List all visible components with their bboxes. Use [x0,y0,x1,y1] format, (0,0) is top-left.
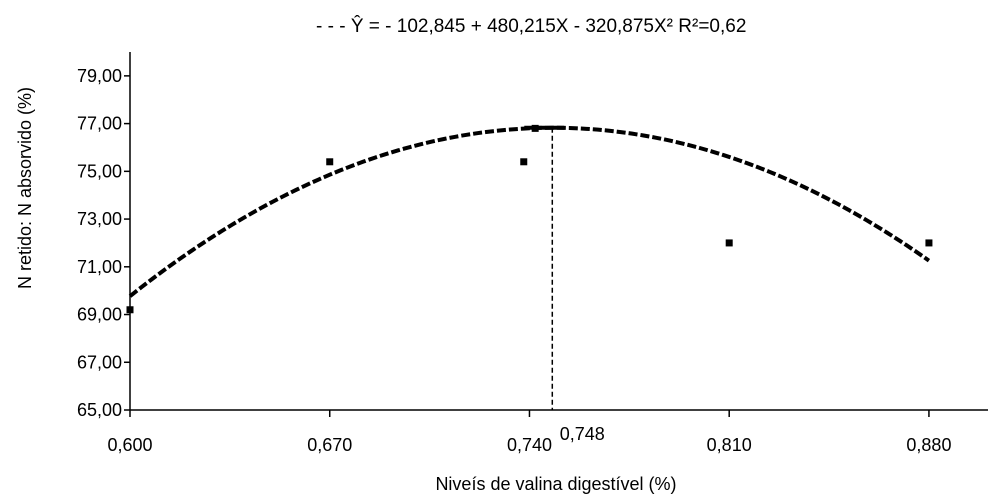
y-tick-label: 69,00 [77,305,122,325]
y-tick-label: 67,00 [77,352,122,372]
x-tick-label: 0,880 [906,435,951,455]
y-tick-label: 75,00 [77,161,122,181]
y-tick-label: 79,00 [77,66,122,86]
data-point [126,306,134,314]
data-points [126,124,933,314]
y-tick-label: 77,00 [77,114,122,134]
x-tick-label: 0,670 [307,435,352,455]
y-tick-label: 71,00 [77,257,122,277]
regression-curve [128,125,931,298]
plot-area: 65,00 67,00 69,00 71,00 73,00 75,00 77,00 79,00… [77,52,988,455]
x-tick-label: 0,600 [107,435,152,455]
y-tick-label: 73,00 [77,209,122,229]
data-point [531,124,539,132]
data-point [520,158,528,166]
x-tick-label: 0,740 [507,435,552,455]
data-point [925,239,933,247]
optimum-label: 0,748 [560,424,605,444]
y-axis-ticks: 65,00 67,00 69,00 71,00 73,00 75,00 77,00 79,00 [77,66,130,420]
data-point [725,239,733,247]
x-tick-label: 0,810 [707,435,752,455]
x-axis-title: Niveís de valina digestível (%) [435,474,676,494]
regression-equation: - - - Ŷ = - 102,845 + 480,215X - 320,875… [316,15,746,37]
y-tick-label: 65,00 [77,400,122,420]
y-axis-title: N retido: N absorvido (%) [15,87,35,289]
data-point [326,158,334,166]
x-axis-ticks: 0,600 0,670 0,740 0,810 0,880 [107,410,951,455]
